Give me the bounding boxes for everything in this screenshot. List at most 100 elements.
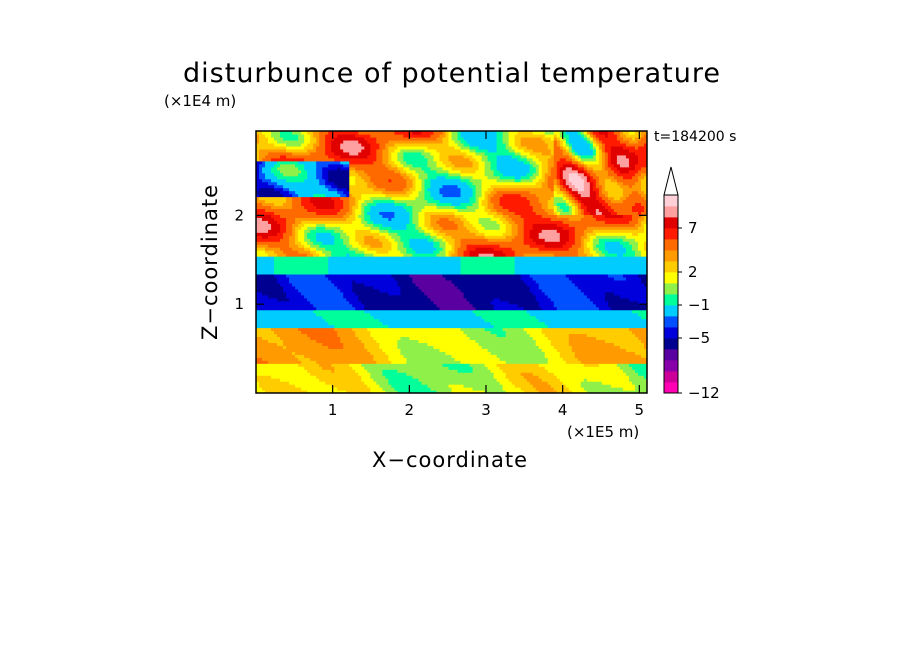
contour-cell bbox=[478, 390, 483, 393]
contour-cell bbox=[472, 357, 477, 361]
contour-cell bbox=[313, 360, 317, 364]
contour-cell bbox=[370, 303, 374, 308]
contour-cell bbox=[391, 324, 395, 329]
contour-cell bbox=[409, 285, 413, 290]
contour-cell bbox=[280, 363, 284, 367]
contour-cell bbox=[256, 348, 260, 352]
contour-cell bbox=[334, 381, 338, 385]
contour-cell bbox=[271, 342, 275, 346]
contour-cell bbox=[316, 276, 320, 281]
contour-cell bbox=[436, 309, 441, 314]
contour-cell bbox=[502, 378, 507, 382]
contour-cell bbox=[274, 378, 278, 382]
contour-cell bbox=[271, 336, 275, 341]
contour-cell bbox=[472, 381, 477, 385]
contour-cell bbox=[313, 294, 317, 299]
contour-cell bbox=[373, 345, 377, 349]
contour-cell bbox=[592, 312, 597, 317]
contour-cell bbox=[583, 330, 588, 335]
contour-cell bbox=[490, 384, 495, 388]
contour-cell bbox=[430, 369, 435, 373]
contour-cell bbox=[514, 327, 519, 332]
contour-cell bbox=[343, 309, 347, 314]
contour-cell bbox=[520, 372, 525, 376]
contour-cell bbox=[496, 354, 501, 358]
contour-cell bbox=[535, 315, 540, 320]
contour-cell bbox=[580, 342, 585, 346]
contour-cell bbox=[493, 366, 498, 370]
contour-cell bbox=[394, 381, 398, 385]
contour-cell bbox=[487, 375, 492, 379]
contour-cell bbox=[439, 288, 444, 293]
contour-cell bbox=[274, 324, 278, 329]
contour-cell bbox=[628, 354, 633, 358]
contour-cell bbox=[277, 363, 281, 367]
contour-cell bbox=[580, 288, 585, 293]
contour-cell bbox=[580, 354, 585, 358]
contour-cell bbox=[283, 276, 287, 281]
contour-cell bbox=[325, 357, 329, 361]
contour-cell bbox=[355, 333, 359, 338]
contour-cell bbox=[292, 297, 296, 302]
contour-cell bbox=[313, 390, 317, 393]
contour-cell bbox=[316, 309, 320, 314]
contour-cell bbox=[466, 279, 471, 284]
contour-cell bbox=[619, 315, 624, 320]
contour-cell bbox=[361, 327, 365, 332]
contour-cell bbox=[619, 282, 624, 287]
contour-cell bbox=[544, 282, 549, 287]
contour-cell bbox=[565, 390, 570, 393]
contour-cell bbox=[607, 315, 612, 320]
contour-cell bbox=[502, 387, 507, 391]
contour-cell bbox=[481, 363, 486, 367]
contour-cell bbox=[292, 309, 296, 314]
contour-cell bbox=[577, 300, 582, 305]
contour-cell bbox=[592, 288, 597, 293]
contour-cell bbox=[613, 297, 618, 302]
contour-cell bbox=[472, 297, 477, 302]
contour-cell bbox=[472, 318, 477, 323]
contour-cell bbox=[544, 306, 549, 311]
contour-cell bbox=[448, 342, 453, 346]
contour-cell bbox=[430, 357, 435, 361]
contour-cell bbox=[274, 318, 278, 323]
contour-cell bbox=[526, 297, 531, 302]
contour-cell bbox=[355, 357, 359, 361]
contour-cell bbox=[568, 342, 573, 346]
contour-cell bbox=[541, 279, 546, 284]
contour-cell bbox=[361, 282, 365, 287]
contour-cell bbox=[640, 348, 645, 352]
contour-cell bbox=[628, 285, 633, 290]
contour-cell bbox=[433, 363, 438, 367]
contour-cell bbox=[640, 309, 645, 314]
contour-cell bbox=[622, 318, 627, 323]
contour-cell bbox=[328, 363, 332, 367]
contour-cell bbox=[601, 282, 606, 287]
contour-cell bbox=[586, 375, 591, 379]
contour-cell bbox=[373, 306, 377, 311]
contour-cell bbox=[598, 291, 603, 296]
contour-cell bbox=[325, 342, 329, 346]
contour-cell bbox=[472, 294, 477, 299]
contour-cell bbox=[361, 321, 365, 326]
contour-cell bbox=[271, 384, 275, 388]
contour-cell bbox=[352, 357, 356, 361]
contour-cell bbox=[619, 336, 624, 341]
contour-cell bbox=[451, 279, 456, 284]
contour-cell bbox=[364, 366, 368, 370]
contour-cell bbox=[418, 291, 423, 296]
contour-cell bbox=[631, 294, 636, 299]
contour-cell bbox=[352, 321, 356, 326]
contour-cell bbox=[625, 351, 630, 355]
contour-cell bbox=[409, 363, 413, 367]
contour-cell bbox=[481, 321, 486, 326]
contour-cell bbox=[511, 375, 516, 379]
contour-cell bbox=[445, 375, 450, 379]
contour-cell bbox=[592, 387, 597, 391]
contour-cell bbox=[610, 381, 615, 385]
contour-cell bbox=[400, 375, 404, 379]
contour-cell bbox=[619, 327, 624, 332]
contour-cell bbox=[637, 297, 642, 302]
contour-cell bbox=[520, 333, 525, 338]
contour-cell bbox=[286, 288, 290, 293]
